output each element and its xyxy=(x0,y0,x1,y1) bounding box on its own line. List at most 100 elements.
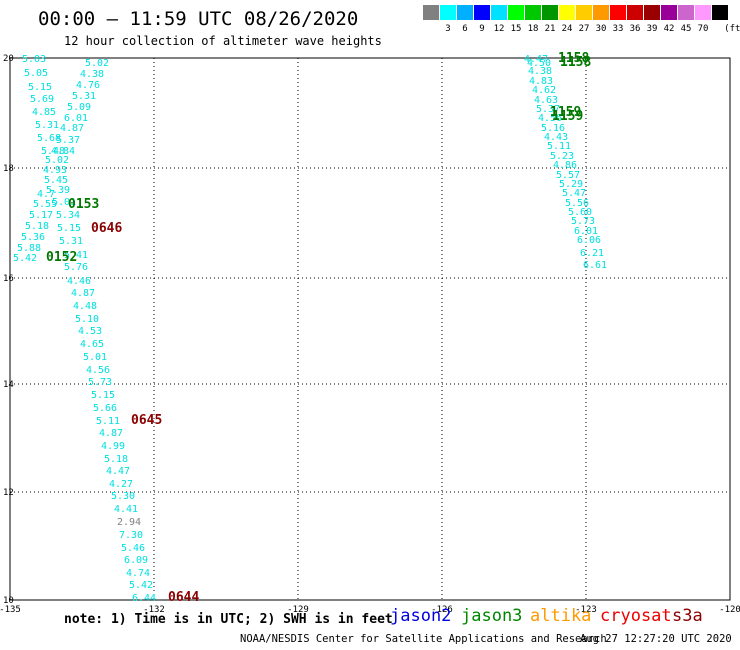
longitude-tick-label: -135 xyxy=(0,605,21,615)
wave-height-value: 4.83 xyxy=(529,76,553,87)
wave-height-value: 4.87 xyxy=(99,428,123,439)
legend-swatch xyxy=(712,5,728,20)
wave-height-value: 5.60 xyxy=(568,207,592,218)
wave-height-value: 4.38 xyxy=(80,69,104,80)
legend-swatch xyxy=(576,5,592,20)
wave-height-value: 2.94 xyxy=(117,517,141,528)
latitude-tick-label: 16 xyxy=(3,274,14,284)
legend-label: 39 xyxy=(646,24,658,34)
legend-swatch xyxy=(627,5,643,20)
wave-height-value: 4.53 xyxy=(78,326,102,337)
wave-height-value: 5.48 xyxy=(41,146,65,157)
wave-height-value: 4.86 xyxy=(553,160,577,171)
legend-swatch xyxy=(661,5,677,20)
map-frame xyxy=(9,57,731,601)
wave-height-value: 5.31 xyxy=(59,236,83,247)
wave-height-value: 4.65 xyxy=(80,339,104,350)
latitude-tick-label: 10 xyxy=(3,596,14,606)
wave-height-value: 4.63 xyxy=(534,95,558,106)
legend-swatch xyxy=(474,5,490,20)
satellite-label-jason2: jason2 xyxy=(390,606,452,626)
wave-height-value: 5.73 xyxy=(571,216,595,227)
legend-label: 12 xyxy=(493,24,505,34)
wave-height-value: 5.18 xyxy=(25,221,49,232)
legend-swatch xyxy=(423,5,439,20)
legend-swatch xyxy=(491,5,507,20)
wave-height-value: 5.17 xyxy=(29,210,53,221)
footer-note: note: 1) Time is in UTC; 2) SWH is in fe… xyxy=(64,612,393,627)
wave-height-value: 5.37 xyxy=(56,135,80,146)
wave-height-value: 4.62 xyxy=(532,85,556,96)
legend-swatch xyxy=(610,5,626,20)
legend-label: 21 xyxy=(544,24,556,34)
wave-height-value: 5.42 xyxy=(129,580,153,591)
wave-height-value: 5.66 xyxy=(93,403,117,414)
legend-swatch xyxy=(593,5,609,20)
wave-height-value: 5.29 xyxy=(559,179,583,190)
wave-height-value: 5.31 xyxy=(72,91,96,102)
legend-label: 3 xyxy=(445,24,451,34)
wave-height-value: 5.68 xyxy=(37,133,61,144)
wave-height-value: 5.41 xyxy=(64,250,88,261)
longitude-tick-label: -132 xyxy=(143,605,165,615)
wave-height-value: 4.56 xyxy=(538,113,562,124)
wave-height-value: 5.16 xyxy=(541,123,565,134)
pass-time-label: 1158 xyxy=(558,51,589,66)
legend-swatch xyxy=(457,5,473,20)
wave-height-value: 4.43 xyxy=(544,132,568,143)
generated-timestamp: Aug 27 12:27:20 UTC 2020 xyxy=(580,633,732,645)
latitude-tick-label: 12 xyxy=(3,488,14,498)
pass-time-label: 0645 xyxy=(131,413,162,428)
wave-height-value: 5.37 xyxy=(536,104,560,115)
longitude-tick-label: -129 xyxy=(287,605,309,615)
wave-height-value: 4.27 xyxy=(109,479,133,490)
wave-height-value: 5.11 xyxy=(547,141,571,152)
latitude-tick-label: 18 xyxy=(3,164,14,174)
wave-height-value: 5.03 xyxy=(22,54,46,65)
legend-label: 70 xyxy=(697,24,709,34)
latitude-tick-label: 20 xyxy=(3,54,14,64)
pass-time-label: 0646 xyxy=(91,221,122,236)
wave-height-value: 5.73 xyxy=(88,377,112,388)
legend-label: 36 xyxy=(629,24,641,34)
wave-height-value: 5.57 xyxy=(556,170,580,181)
pass-time-label: 1159 xyxy=(552,109,583,124)
wave-height-value: 5.76 xyxy=(64,262,88,273)
wave-height-value: 4.74 xyxy=(126,568,150,579)
wave-height-value: 5.10 xyxy=(75,314,99,325)
wave-height-value: 6.44 xyxy=(132,593,156,604)
legend-swatch xyxy=(644,5,660,20)
wave-height-value: 5.34 xyxy=(56,210,80,221)
wave-height-value: 5.47 xyxy=(562,188,586,199)
legend-label: 6 xyxy=(462,24,468,34)
wave-height-value: 4.50 xyxy=(527,58,551,69)
satellite-label-jason3: jason3 xyxy=(461,606,523,626)
legend-label: 9 xyxy=(479,24,485,34)
wave-height-value: 5.15 xyxy=(91,390,115,401)
wave-height-readouts: 5.03 5.025.05 4.384.765.155.315.695.094.85… xyxy=(13,51,607,605)
wave-height-value: 5.02 xyxy=(45,155,69,166)
satellite-label-altika: altika xyxy=(530,606,592,626)
latitude-tick-label: 14 xyxy=(3,380,14,390)
wave-height-value: 4.48 xyxy=(73,301,97,312)
wave-height-value: 4.99 xyxy=(101,441,125,452)
wave-height-value: 5.09 xyxy=(67,102,91,113)
wave-height-value: 4.87 xyxy=(71,288,95,299)
wave-height-value: 4.93 xyxy=(43,165,67,176)
legend-swatch xyxy=(695,5,711,20)
wave-height-value: 4.41 xyxy=(114,504,138,515)
wave-height-value: 4.38 xyxy=(528,66,552,77)
legend-swatch xyxy=(525,5,541,20)
wave-height-value: 5.30 xyxy=(111,491,135,502)
wave-height-value: 5.36 xyxy=(21,232,45,243)
wave-height-value: 5.01 xyxy=(52,197,76,208)
legend-label: 18 xyxy=(527,24,539,34)
wave-height-value: 5.55 xyxy=(33,199,57,210)
wave-height-value: 6.01 xyxy=(574,226,598,237)
wave-height-value: 4.85 xyxy=(32,107,56,118)
wave-height-value: 5.56 xyxy=(565,198,589,209)
wave-height-value: 7.30 xyxy=(119,530,143,541)
wave-height-value: 6.21 xyxy=(580,248,604,259)
wave-height-value: 5.39 xyxy=(46,185,70,196)
